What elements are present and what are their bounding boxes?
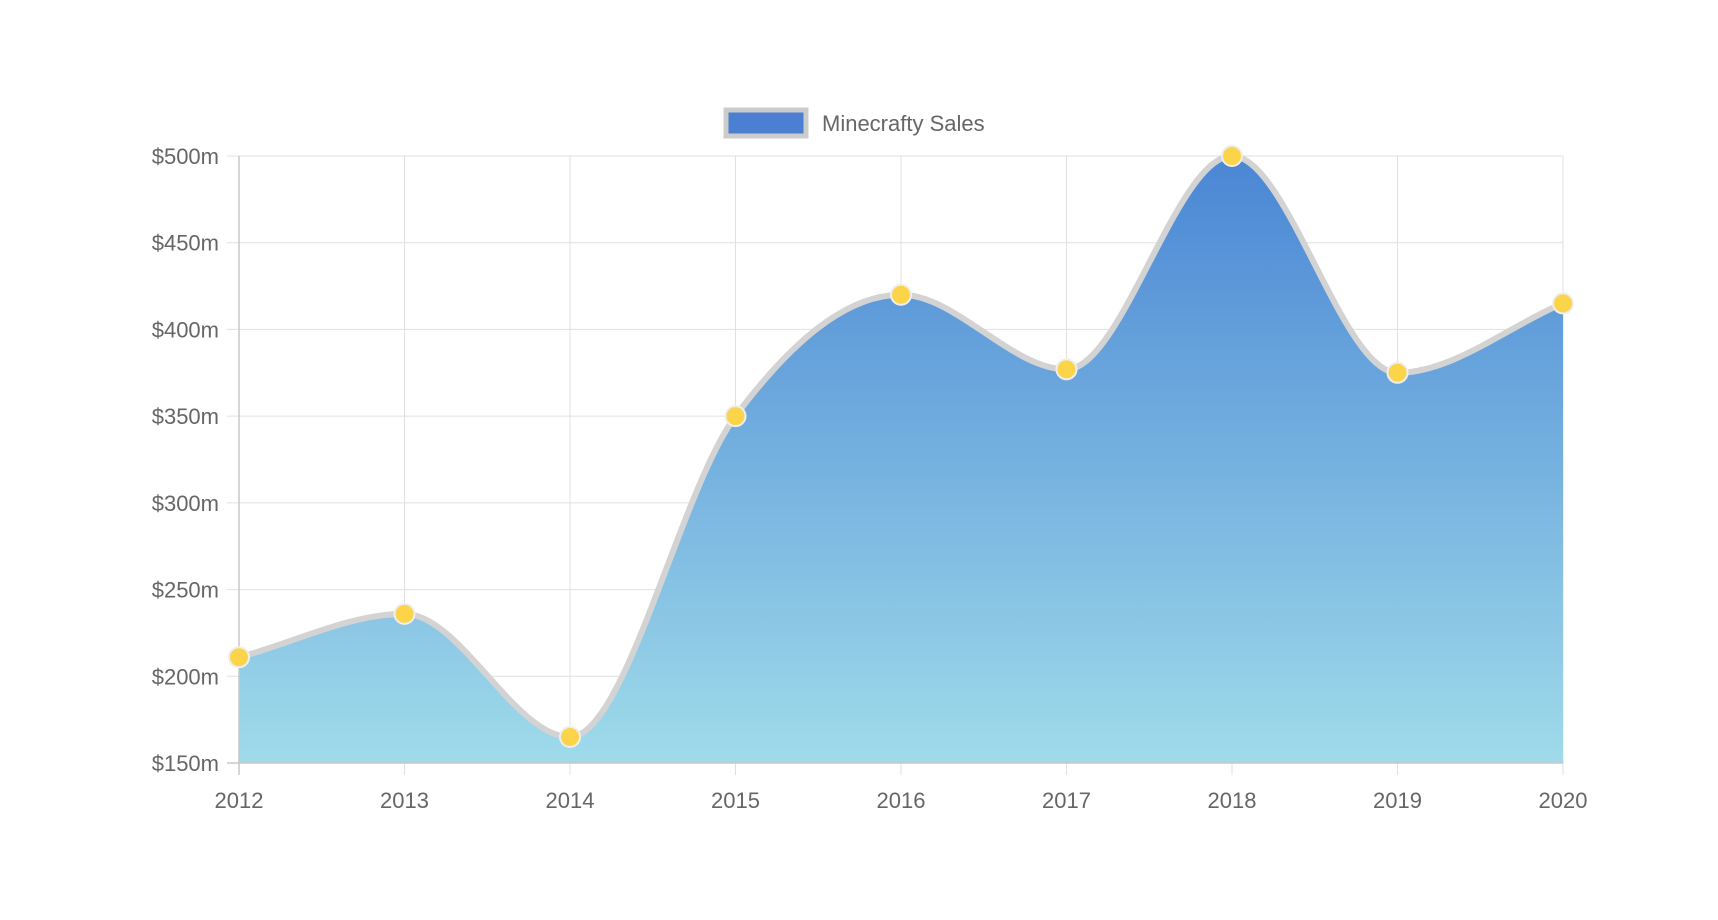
y-axis-ticks: $150m $200m $250m $300m $350m $400m $450m $500m [152, 144, 219, 776]
data-point [1386, 361, 1409, 384]
data-point [228, 646, 250, 669]
axes [227, 156, 1563, 775]
x-tick-label: 2017 [1042, 788, 1091, 813]
data-point [890, 283, 912, 306]
x-axis-ticks: 2012 2013 2014 2015 2016 2017 2018 2019 2020 [215, 788, 1588, 813]
x-tick-label: 2020 [1539, 788, 1588, 813]
legend-label[interactable]: Minecrafty Sales [822, 111, 985, 136]
y-tick-label: $250m [152, 578, 219, 603]
data-point [1221, 145, 1243, 167]
legend-swatch[interactable] [723, 107, 809, 139]
x-tick-label: 2013 [380, 788, 429, 813]
x-tick-label: 2018 [1208, 788, 1257, 813]
data-point [1552, 292, 1574, 315]
data-point [1055, 358, 1078, 381]
data-point [393, 602, 416, 625]
y-tick-label: $450m [152, 231, 219, 256]
y-tick-label: $500m [152, 144, 219, 169]
y-tick-label: $200m [152, 664, 219, 689]
area-fill [239, 156, 1563, 763]
data-point [559, 725, 581, 748]
y-tick-label: $350m [152, 404, 219, 429]
x-tick-label: 2019 [1373, 788, 1422, 813]
x-tick-label: 2016 [877, 788, 926, 813]
x-tick-label: 2015 [711, 788, 760, 813]
data-points [228, 145, 1574, 748]
y-tick-label: $400m [152, 317, 219, 342]
data-point [724, 405, 747, 428]
y-tick-label: $150m [152, 751, 219, 776]
y-tick-label: $300m [152, 491, 219, 516]
x-tick-label: 2014 [546, 788, 595, 813]
x-tick-label: 2012 [215, 788, 264, 813]
legend[interactable]: Minecrafty Sales [723, 107, 985, 139]
